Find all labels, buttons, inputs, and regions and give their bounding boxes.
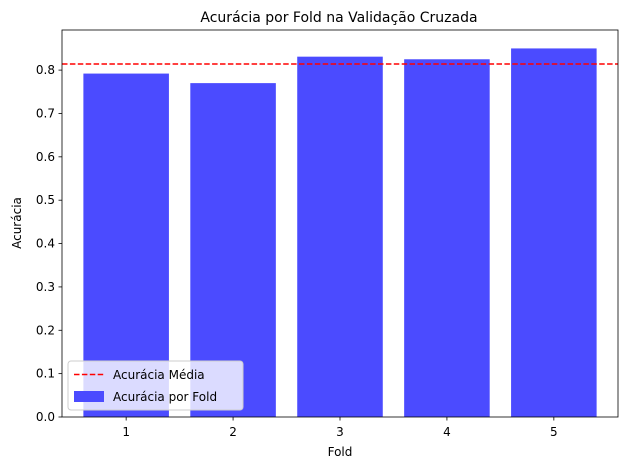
legend-swatch-fold-bars	[74, 391, 104, 402]
legend: Acurácia Média Acurácia por Fold	[67, 360, 244, 411]
plot-area	[61, 29, 619, 418]
y-tick-label: 0.8	[36, 63, 55, 77]
x-tick-label: 2	[229, 425, 237, 439]
x-tick-label: 1	[122, 425, 130, 439]
y-axis-title: Acurácia	[10, 197, 24, 249]
legend-box	[67, 360, 244, 411]
x-tick-label: 5	[550, 425, 558, 439]
x-axis-title: Fold	[328, 445, 353, 459]
y-tick-label: 0.5	[36, 193, 55, 207]
legend-label-mean: Acurácia Média	[113, 368, 205, 382]
x-tick-label: 4	[443, 425, 451, 439]
bar-fold-3	[297, 56, 383, 417]
bar-fold-5	[511, 48, 597, 418]
y-axis: 0.0 0.1 0.2 0.3 0.4 0.5 0.6 0.7 0.8	[36, 63, 62, 424]
bars-group	[83, 48, 597, 418]
x-axis: 1 2 3 4 5	[122, 417, 558, 439]
y-tick-label: 0.7	[36, 106, 55, 120]
y-tick-label: 0.6	[36, 150, 55, 164]
x-tick-label: 3	[336, 425, 344, 439]
y-tick-label: 0.2	[36, 323, 55, 337]
y-tick-label: 0.0	[36, 410, 55, 424]
y-tick-label: 0.3	[36, 280, 55, 294]
bar-fold-4	[404, 59, 490, 417]
y-tick-label: 0.4	[36, 237, 55, 251]
legend-label-fold: Acurácia por Fold	[113, 390, 217, 404]
chart-title: Acurácia por Fold na Validação Cruzada	[200, 10, 477, 26]
y-tick-label: 0.1	[36, 367, 55, 381]
bar-fold-1	[83, 73, 169, 417]
